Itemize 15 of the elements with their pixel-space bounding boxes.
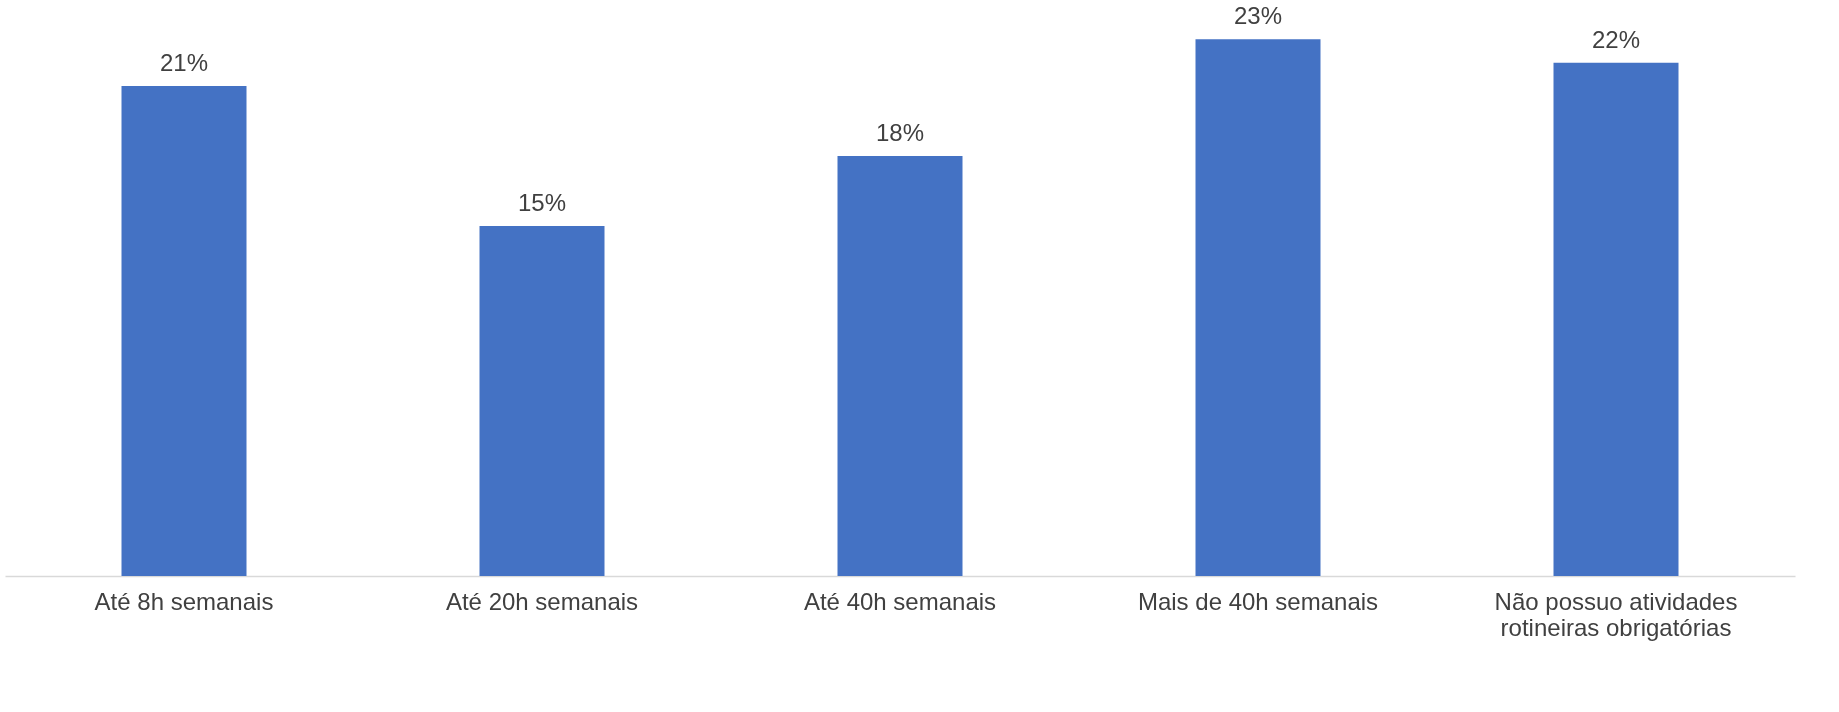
x-tick-label: Até 20h semanais bbox=[445, 587, 639, 615]
data-label: 22% bbox=[1591, 25, 1641, 53]
bar bbox=[1553, 62, 1679, 576]
bar bbox=[121, 86, 247, 576]
x-tick-label: Não possuo atividades rotineiras obrigatórias bbox=[1494, 587, 1738, 641]
data-label: 21% bbox=[159, 49, 209, 76]
bar bbox=[837, 156, 963, 576]
data-label: 15% bbox=[517, 189, 567, 216]
bar bbox=[479, 226, 605, 576]
x-tick-label: Até 40h semanais bbox=[803, 587, 997, 615]
data-label: 18% bbox=[875, 119, 925, 146]
data-label: 23% bbox=[1233, 2, 1283, 30]
x-tick-label: Mais de 40h semanais bbox=[1137, 587, 1379, 615]
bar bbox=[1195, 39, 1321, 576]
x-tick-label: Até 8h semanais bbox=[94, 587, 274, 615]
